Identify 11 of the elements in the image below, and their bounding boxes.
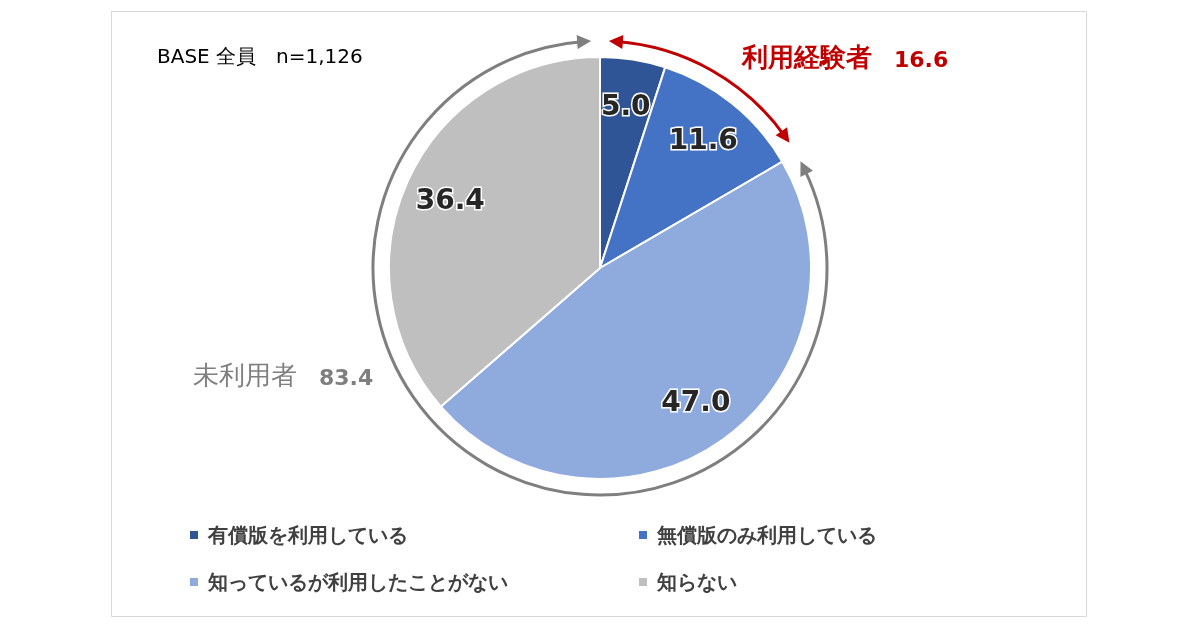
legend-label: 有償版を利用している	[207, 523, 408, 547]
data-label: 47.0	[661, 385, 731, 419]
text: BASE 全員 n=1,126	[157, 44, 363, 68]
text: 未利用者 83.4	[193, 360, 374, 390]
text: 利用経験者 16.6	[741, 42, 949, 72]
data-label: 11.6	[668, 123, 738, 157]
data-label: 5.0	[600, 88, 651, 122]
legend-label: 知っているが利用したことがない	[207, 570, 508, 594]
legend-label: 無償版のみ利用している	[656, 523, 877, 547]
legend-label: 知らない	[656, 570, 737, 594]
data-label: 36.4	[415, 183, 485, 217]
